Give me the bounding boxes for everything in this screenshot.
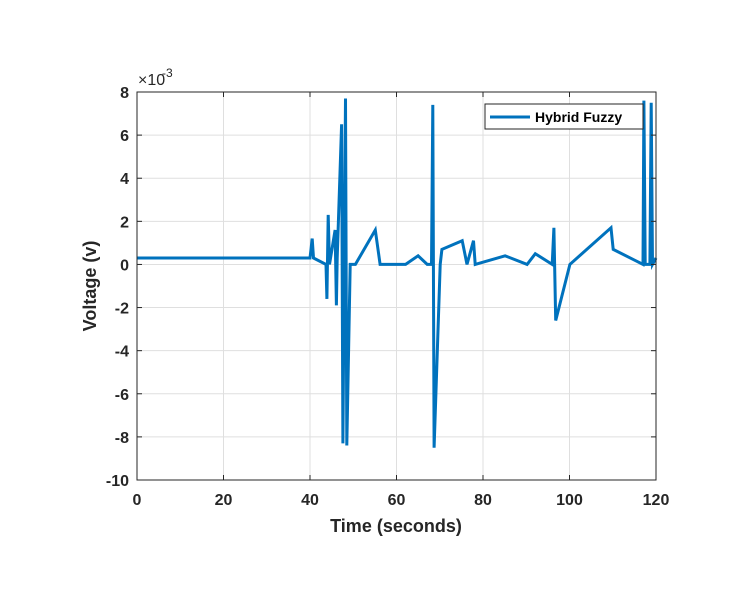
x-tick-label: 60 xyxy=(388,492,406,509)
y-exponent-power: -3 xyxy=(162,66,173,80)
ticks: 0 20 40 60 80 100 120 -10 -8 -6 -4 -2 0 2 4 6 8 xyxy=(106,85,670,509)
x-tick-label: 80 xyxy=(474,492,492,509)
series-layer xyxy=(137,98,658,448)
y-tick-label: -6 xyxy=(115,387,129,404)
y-axis-label: Voltage (v) xyxy=(80,241,100,332)
x-tick-label: 120 xyxy=(643,492,670,509)
legend: Hybrid Fuzzy xyxy=(484,103,644,130)
series-line-hybrid-fuzzy xyxy=(137,98,658,448)
y-tick-label: -4 xyxy=(115,344,129,361)
x-tick-label: 40 xyxy=(301,492,319,509)
x-axis-label: Time (seconds) xyxy=(330,516,462,536)
y-tick-label: 4 xyxy=(120,171,129,188)
x-tick-label: 20 xyxy=(215,492,233,509)
y-tick-label: 8 xyxy=(120,85,129,102)
x-tick-label: 100 xyxy=(556,492,583,509)
y-tick-label: -8 xyxy=(115,430,129,447)
y-tick-label: 0 xyxy=(120,257,129,274)
legend-label: Hybrid Fuzzy xyxy=(535,109,622,125)
y-tick-label: -2 xyxy=(115,301,129,318)
y-tick-label: 2 xyxy=(120,214,129,231)
x-tick-label: 0 xyxy=(133,492,142,509)
y-exponent-base: ×10 xyxy=(138,72,165,89)
y-tick-label: 6 xyxy=(120,128,129,145)
y-tick-label: -10 xyxy=(106,473,129,490)
